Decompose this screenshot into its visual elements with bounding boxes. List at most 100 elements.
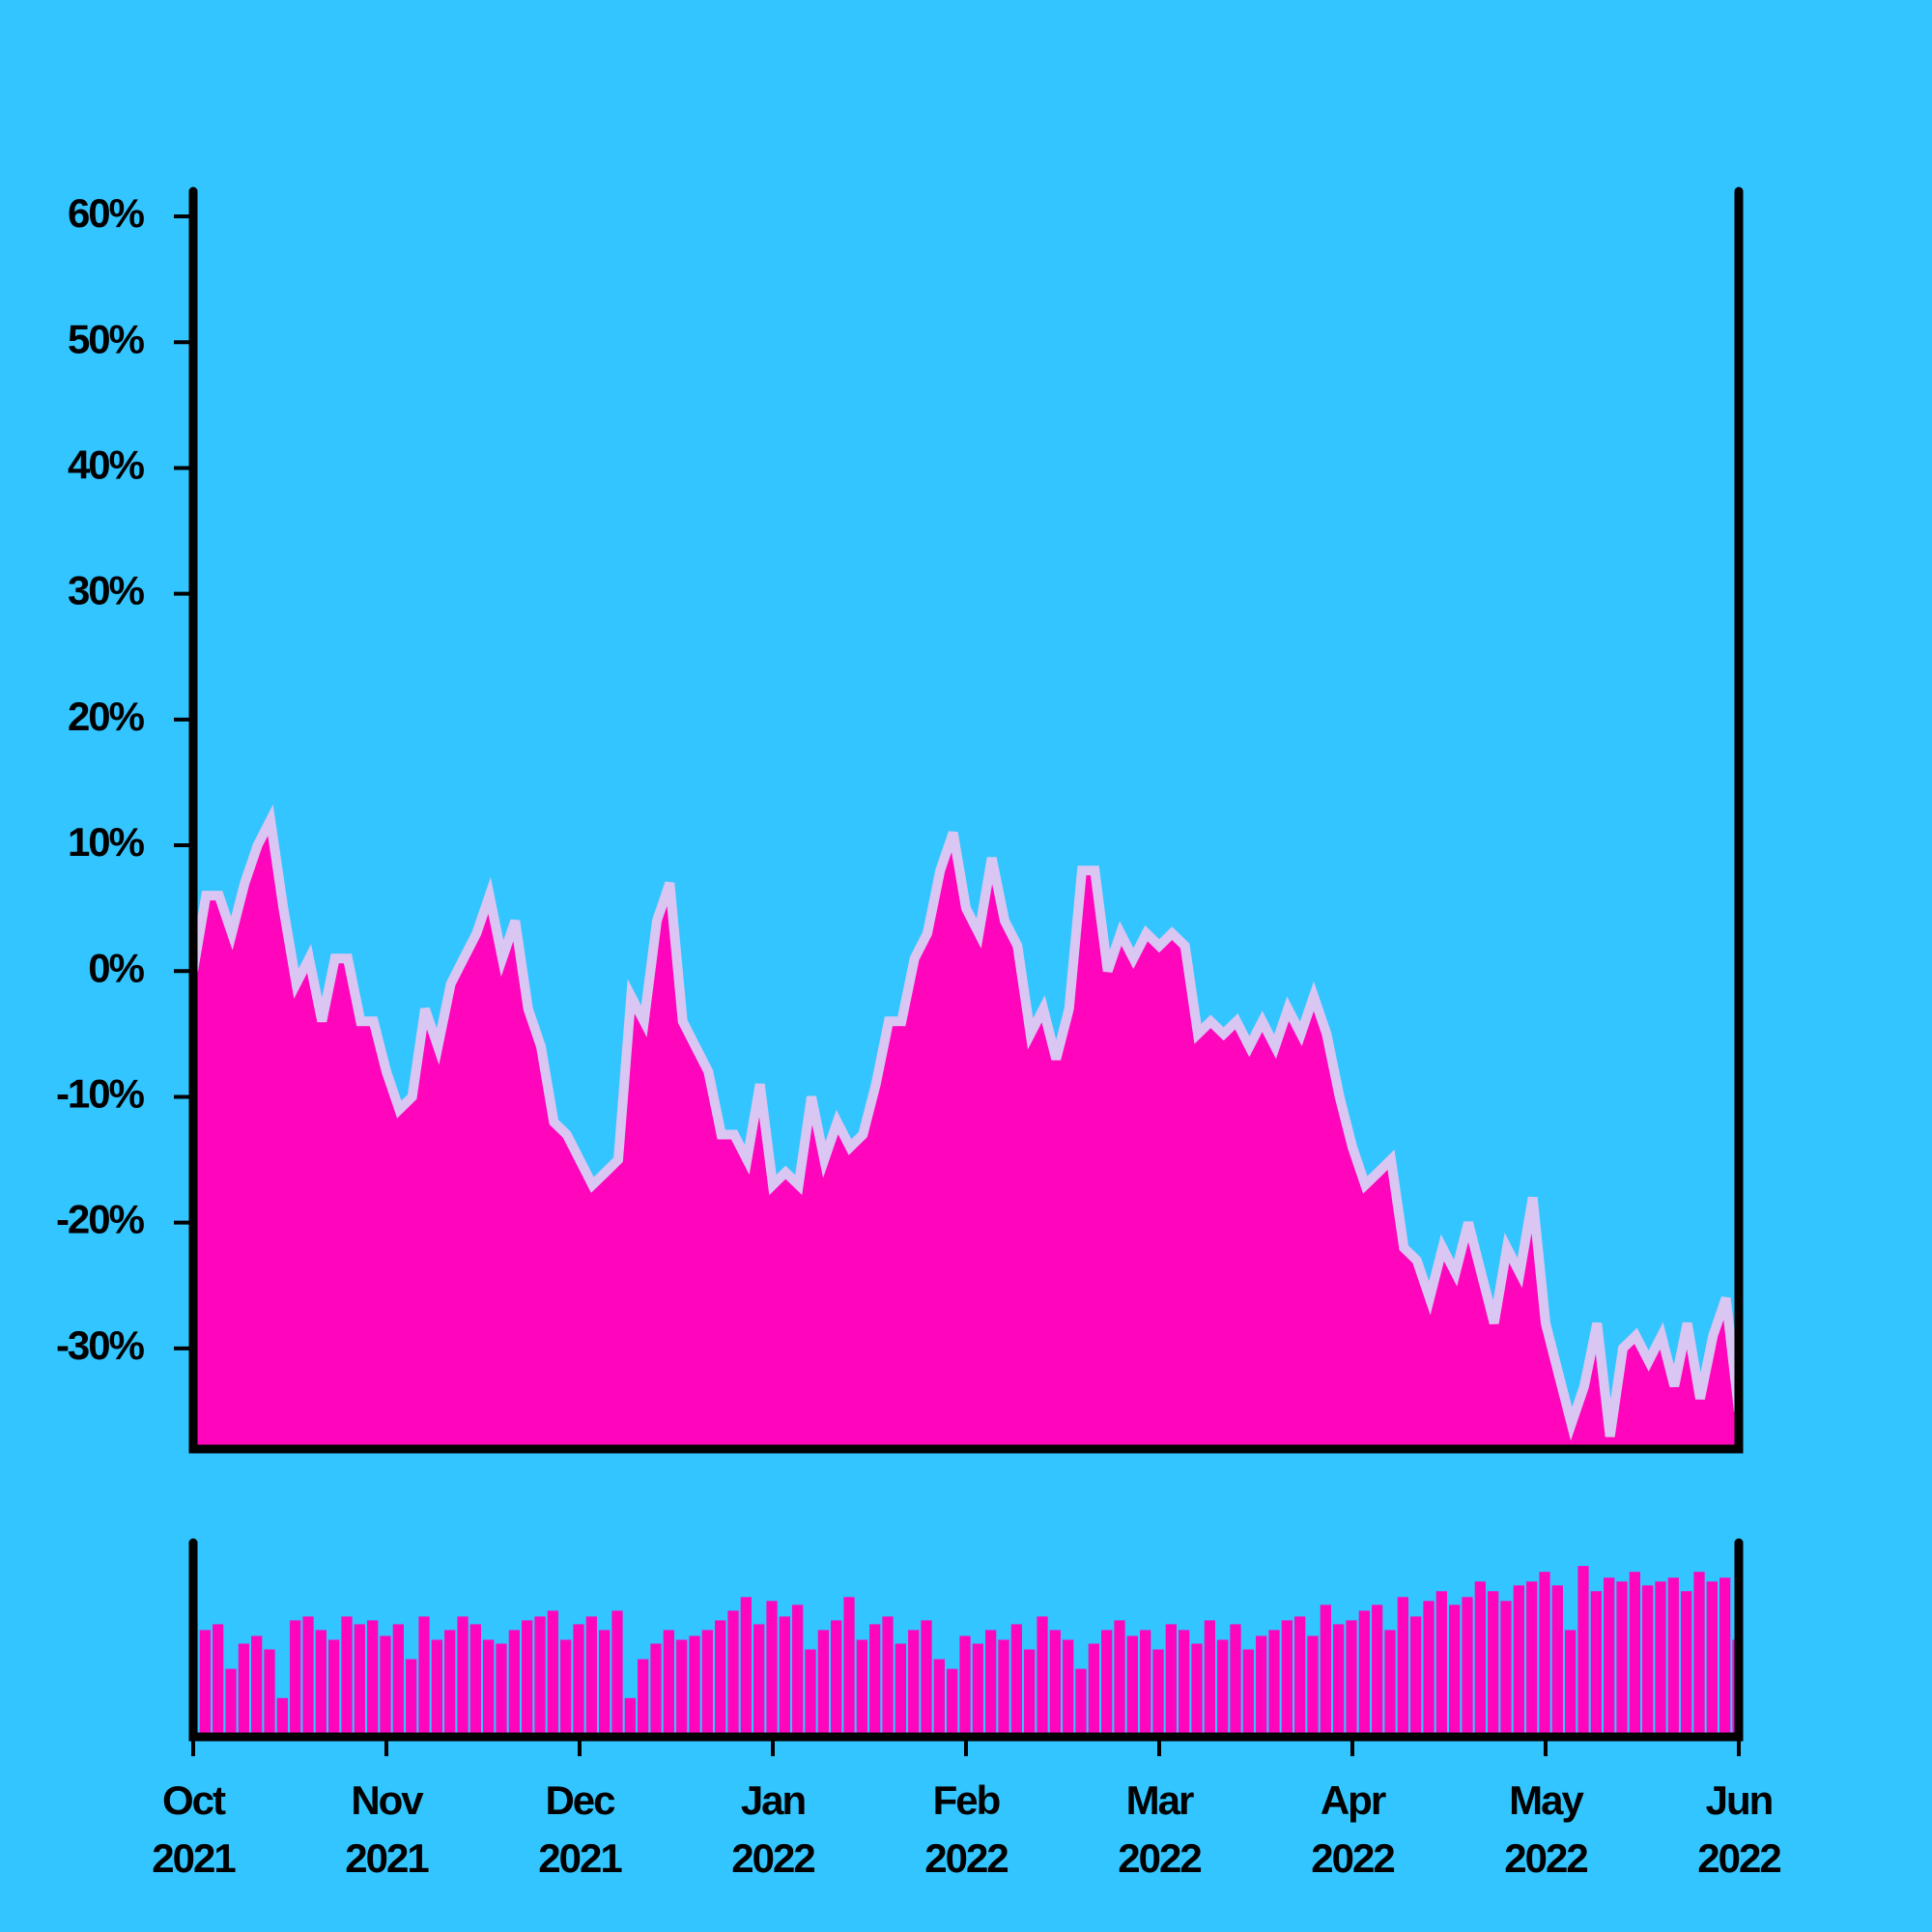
- volume-bar: [585, 1616, 597, 1737]
- volume-bar: [676, 1639, 688, 1737]
- volume-bar: [328, 1639, 340, 1737]
- volume-bar: [882, 1616, 894, 1737]
- volume-bar: [1372, 1605, 1383, 1737]
- volume-bar: [560, 1639, 572, 1737]
- volume-bar: [1358, 1610, 1370, 1737]
- volume-bar: [843, 1597, 855, 1737]
- volume-bar: [624, 1697, 636, 1737]
- volume-bar: [1577, 1566, 1589, 1737]
- volume-bar: [418, 1616, 430, 1737]
- volume-bar: [727, 1610, 739, 1737]
- volume-bar: [1333, 1624, 1345, 1737]
- volume-bar: [959, 1635, 971, 1737]
- volume-bar: [1706, 1581, 1718, 1737]
- volume-bar: [908, 1630, 920, 1737]
- volume-bar: [1256, 1635, 1267, 1737]
- volume-bar: [1088, 1643, 1099, 1737]
- x-tick-label: Apr 2022: [1311, 1777, 1394, 1881]
- axes: 60% 50% 40% 30% 20% 10% 0% -10% -20% -30% Oct 2021 N…: [56, 186, 1782, 1881]
- volume-bar: [1423, 1601, 1435, 1737]
- volume-bar: [1179, 1630, 1190, 1737]
- volume-bar: [1655, 1581, 1666, 1737]
- volume-bar: [238, 1643, 249, 1737]
- price-axes: [188, 186, 1744, 1454]
- volume-bar: [1513, 1585, 1524, 1737]
- volume-bar: [225, 1668, 237, 1737]
- volume-bar: [921, 1620, 932, 1737]
- volume-bar: [1217, 1639, 1229, 1737]
- volume-bar: [1397, 1597, 1408, 1737]
- volume-bar: [199, 1630, 211, 1737]
- volume-bar: [1616, 1581, 1628, 1737]
- volume-bar: [1551, 1585, 1563, 1737]
- volume-bar: [831, 1620, 842, 1737]
- volume-bar: [1488, 1591, 1499, 1737]
- y-tick-label: 50%: [68, 316, 145, 361]
- volume-bar: [1320, 1605, 1331, 1737]
- volume-bar: [380, 1635, 391, 1737]
- volume-bar: [1604, 1577, 1615, 1737]
- x-tick-label: Jan 2022: [731, 1777, 814, 1881]
- x-tick-label: Jun 2022: [1697, 1777, 1780, 1881]
- y-tick-label: 0%: [88, 945, 144, 990]
- price-plot: [193, 804, 1739, 1449]
- volume-bar: [264, 1649, 275, 1737]
- y-tick-label: -30%: [56, 1322, 145, 1368]
- x-tick-label: Oct 2021: [152, 1777, 236, 1881]
- volume-bar: [1629, 1572, 1640, 1737]
- x-tick-label: Nov 2021: [345, 1777, 429, 1881]
- volume-bar: [599, 1630, 611, 1737]
- volume-bar: [1294, 1616, 1306, 1737]
- y-tick-label: 30%: [68, 568, 145, 613]
- volume-bar: [1049, 1630, 1061, 1737]
- volume-bar: [1140, 1630, 1151, 1737]
- volume-bar: [1693, 1572, 1705, 1737]
- volume-bar: [1063, 1639, 1074, 1737]
- volume-bar: [573, 1624, 584, 1737]
- volume-bar: [1462, 1597, 1473, 1737]
- x-tick-label: Mar 2022: [1118, 1777, 1201, 1881]
- volume-bar: [805, 1649, 816, 1737]
- volume-bar: [638, 1659, 649, 1737]
- volume-bar: [1500, 1601, 1512, 1737]
- volume-bar: [817, 1630, 829, 1737]
- volume-bar: [933, 1659, 945, 1737]
- volume-bar: [367, 1620, 379, 1737]
- volume-bar: [1539, 1572, 1550, 1737]
- volume-bar: [1681, 1591, 1692, 1737]
- volume-bar: [431, 1639, 442, 1737]
- volume-bar: [522, 1620, 533, 1737]
- volume-bar: [1590, 1591, 1602, 1737]
- volume-bar: [1230, 1624, 1241, 1737]
- volume-bar: [457, 1616, 469, 1737]
- volume-bar: [1165, 1624, 1177, 1737]
- volume-bar: [406, 1659, 417, 1737]
- volume-bar: [1024, 1649, 1036, 1737]
- x-tick-label: May 2022: [1504, 1777, 1587, 1881]
- volume-bar: [547, 1610, 558, 1737]
- volume-bar: [1204, 1620, 1215, 1737]
- volume-bar: [1037, 1616, 1048, 1737]
- x-tick-label: Feb 2022: [924, 1777, 1008, 1881]
- volume-bar: [290, 1620, 301, 1737]
- y-tick-label: 40%: [68, 442, 145, 488]
- x-tick-label: Dec 2021: [538, 1777, 622, 1881]
- volume-bar: [1242, 1649, 1254, 1737]
- volume-bar: [895, 1643, 906, 1737]
- volume-bar: [1307, 1635, 1319, 1737]
- volume-bar: [947, 1668, 958, 1737]
- volume-bar: [1191, 1643, 1203, 1737]
- volume-bar: [392, 1624, 404, 1737]
- volume-bar: [611, 1610, 623, 1737]
- volume-bar: [1667, 1577, 1679, 1737]
- volume-bar: [469, 1624, 481, 1737]
- volume-bar: [1435, 1591, 1447, 1737]
- volume-bar: [689, 1635, 700, 1737]
- volume-bar: [302, 1616, 314, 1737]
- volume-bar: [985, 1630, 997, 1737]
- volume-bar: [341, 1616, 353, 1737]
- volume-bar: [701, 1630, 713, 1737]
- volume-bar: [650, 1643, 662, 1737]
- volume-bar: [856, 1639, 867, 1737]
